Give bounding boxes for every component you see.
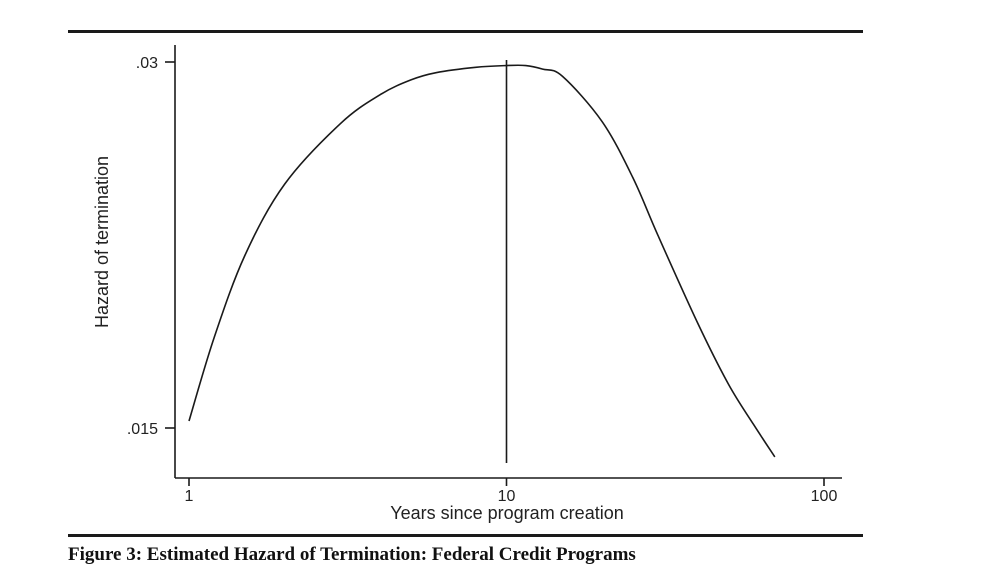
hazard-curve [188, 64, 776, 458]
top-rule [68, 30, 863, 33]
y-axis-title: Hazard of termination [92, 156, 112, 328]
axes [174, 45, 842, 479]
marks [188, 60, 776, 463]
y-tick-label: .015 [127, 421, 158, 438]
y-tick-label: .03 [136, 55, 158, 72]
x-tick-label: 100 [811, 488, 838, 505]
x-axis-title: Years since program creation [390, 503, 623, 523]
x-tick-label: 1 [185, 488, 194, 505]
x-tick-label: 10 [498, 488, 516, 505]
ticks: .015 .03 1 10 100 [127, 55, 838, 505]
bottom-rule [68, 534, 863, 537]
figure-caption: Figure 3: Estimated Hazard of Terminatio… [68, 544, 636, 565]
